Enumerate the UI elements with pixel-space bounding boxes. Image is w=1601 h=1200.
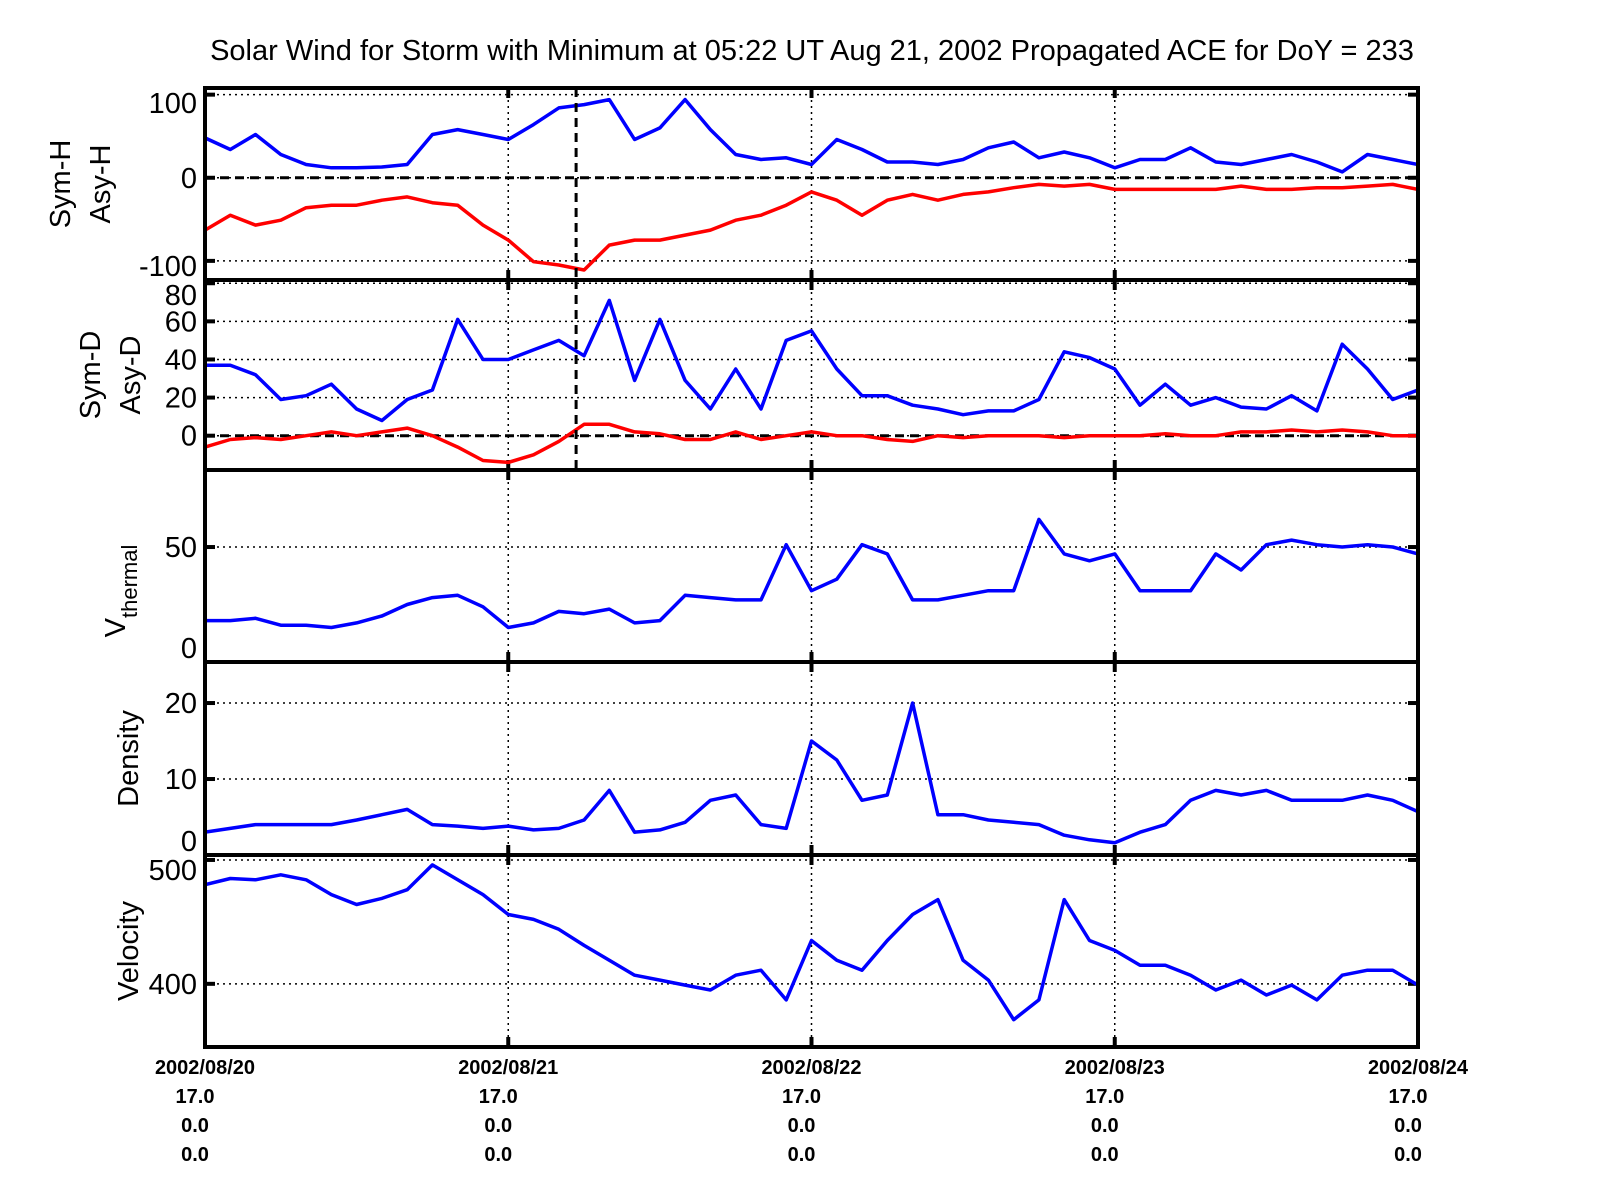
- y-label-main: V: [100, 617, 132, 637]
- series-line-density: [205, 701, 1418, 845]
- x-tick-label: 0.0: [181, 1115, 209, 1137]
- y-tick-label: 50: [165, 532, 197, 564]
- series-line-vthermal: [205, 517, 1418, 630]
- series-line-sym-h: [205, 97, 1418, 174]
- x-tick-label: 2002/08/23: [1065, 1057, 1165, 1079]
- y-tick-label: 0: [181, 163, 197, 195]
- y-axis-label: Sym-H: [45, 140, 77, 229]
- x-tick-label: 0.0: [788, 1115, 816, 1137]
- y-axis-label: Vthermal: [100, 545, 142, 638]
- y-tick-label: 500: [149, 855, 197, 887]
- x-tick-label: 2002/08/20: [155, 1057, 255, 1079]
- x-tick-label: 17.0: [782, 1086, 821, 1108]
- x-tick-label: 0.0: [788, 1144, 816, 1166]
- x-tick-label: 2002/08/24: [1368, 1057, 1469, 1079]
- y-tick-label: 20: [165, 688, 197, 720]
- y-tick-label: 40: [165, 344, 197, 376]
- x-tick-label: 0.0: [484, 1115, 512, 1137]
- y-tick-label: 80: [165, 280, 197, 312]
- x-tick-label: 17.0: [479, 1086, 518, 1108]
- x-tick-label: 2002/08/22: [761, 1057, 861, 1079]
- chart-title: Solar Wind for Storm with Minimum at 05:…: [210, 35, 1414, 67]
- y-axis-label: Sym-D: [75, 331, 107, 420]
- y-axis-label: Density: [113, 710, 145, 807]
- y-tick-label: 0: [181, 421, 197, 453]
- panel-1: 100 0 -100 Sym-H Asy-H: [45, 86, 1420, 283]
- x-tick-label: 0.0: [181, 1144, 209, 1166]
- x-tick-label: 0.0: [1394, 1115, 1422, 1137]
- y-tick-label: 60: [165, 306, 197, 338]
- series-line-asy-h: [205, 182, 1418, 272]
- y-tick-label: 100: [149, 88, 197, 120]
- series-line-velocity: [205, 863, 1418, 1022]
- x-tick-label: 0.0: [484, 1144, 512, 1166]
- series-line-asy-d: [205, 422, 1418, 465]
- panel-4: 20 10 0 Density: [113, 660, 1420, 858]
- y-tick-label: 10: [165, 764, 197, 796]
- x-tick-label: 17.0: [1085, 1086, 1124, 1108]
- y-tick-label: 400: [149, 969, 197, 1001]
- y-label-subscript: thermal: [117, 545, 142, 618]
- y-axis-label: Asy-H: [85, 145, 117, 224]
- panel-frame: [203, 278, 1420, 472]
- x-tick-label: 0.0: [1091, 1144, 1119, 1166]
- x-tick-label: 17.0: [176, 1086, 215, 1108]
- x-tick-label: 0.0: [1091, 1115, 1119, 1137]
- y-axis-label: Velocity: [113, 901, 145, 1001]
- panel-frame: [203, 853, 1420, 1049]
- y-tick-label: -100: [139, 251, 197, 283]
- series-line-sym-d: [205, 298, 1418, 423]
- y-axis-label: Asy-D: [115, 336, 147, 415]
- x-tick-label: 2002/08/21: [458, 1057, 558, 1079]
- panel-3: 50 0 Vthermal: [100, 468, 1420, 665]
- y-tick-label: 20: [165, 383, 197, 415]
- y-tick-label: 0: [181, 826, 197, 858]
- x-tick-label: 17.0: [1389, 1086, 1428, 1108]
- x-tick-label: 0.0: [1394, 1144, 1422, 1166]
- y-tick-label: 0: [181, 633, 197, 665]
